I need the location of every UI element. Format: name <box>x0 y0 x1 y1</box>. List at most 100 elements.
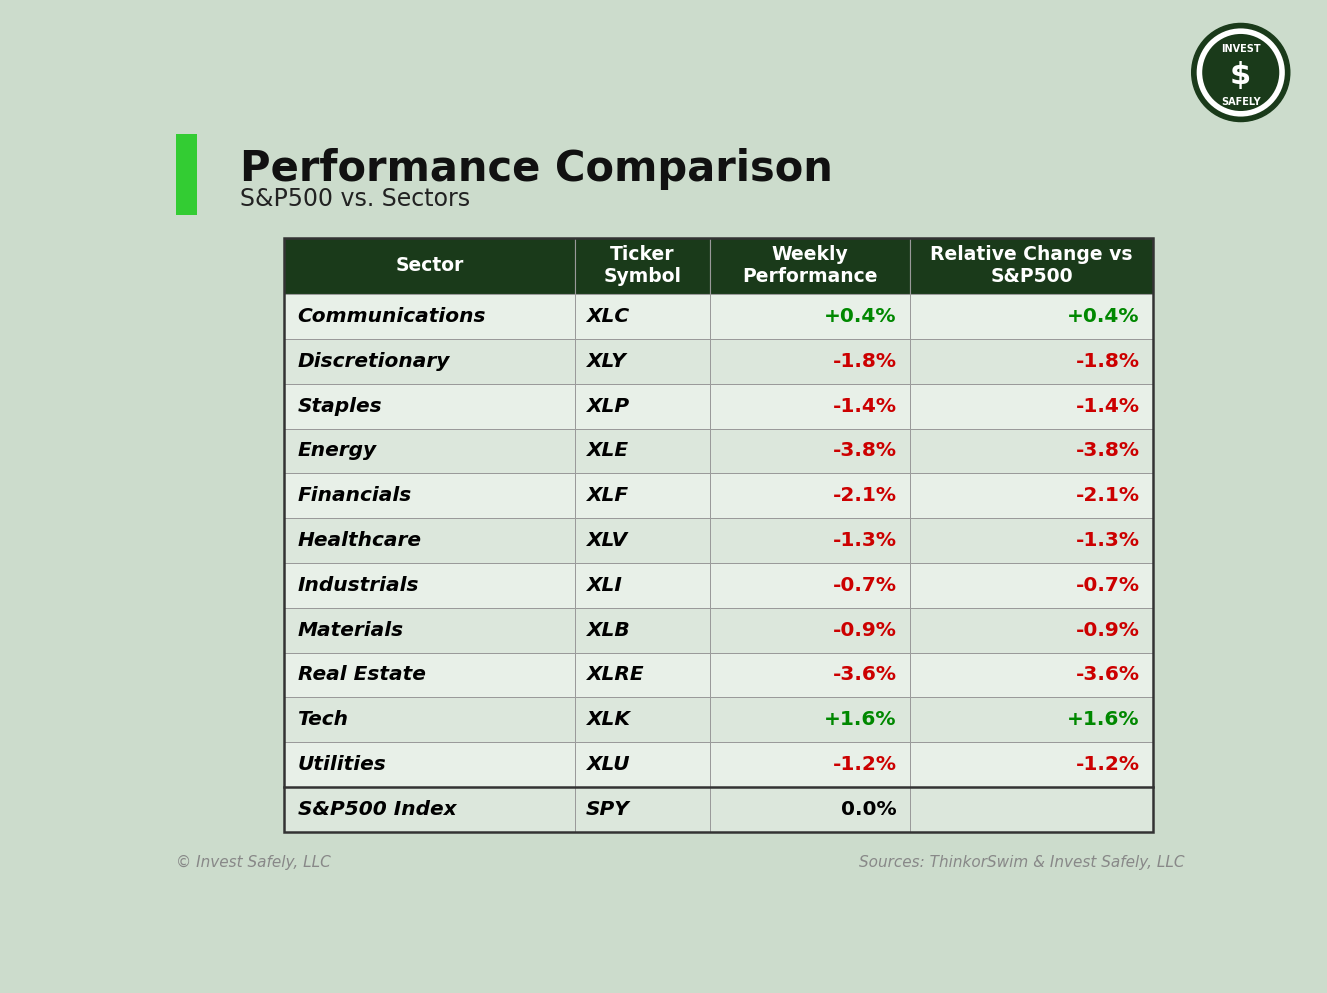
Text: SPY: SPY <box>585 800 629 819</box>
Bar <box>576 652 710 697</box>
Bar <box>910 518 1153 563</box>
Bar <box>710 339 910 383</box>
Bar <box>284 518 576 563</box>
Text: -1.3%: -1.3% <box>1076 531 1140 550</box>
Text: Industrials: Industrials <box>297 576 419 595</box>
Text: XLF: XLF <box>585 487 628 505</box>
Text: XLE: XLE <box>585 442 628 461</box>
Bar <box>284 339 576 383</box>
Bar <box>576 518 710 563</box>
Bar <box>284 608 576 652</box>
Text: -1.8%: -1.8% <box>1076 352 1140 370</box>
Text: 0.0%: 0.0% <box>841 800 897 819</box>
Text: XLC: XLC <box>585 307 629 326</box>
Text: XLRE: XLRE <box>585 665 644 684</box>
Text: Performance Comparison: Performance Comparison <box>240 148 833 190</box>
Text: -1.4%: -1.4% <box>1076 396 1140 416</box>
Bar <box>910 237 1153 294</box>
Text: XLU: XLU <box>585 755 629 775</box>
Text: XLP: XLP <box>585 396 629 416</box>
Text: S&P500 Index: S&P500 Index <box>297 800 456 819</box>
Text: Relative Change vs
S&P500: Relative Change vs S&P500 <box>930 245 1133 286</box>
Bar <box>910 742 1153 787</box>
Text: Discretionary: Discretionary <box>297 352 450 370</box>
Bar <box>910 474 1153 518</box>
Text: -1.4%: -1.4% <box>832 396 897 416</box>
Text: INVEST: INVEST <box>1221 45 1261 55</box>
Bar <box>576 237 710 294</box>
Bar <box>284 652 576 697</box>
Text: +0.4%: +0.4% <box>824 307 897 326</box>
Text: Materials: Materials <box>297 621 403 639</box>
Text: XLB: XLB <box>585 621 629 639</box>
Text: +1.6%: +1.6% <box>824 710 897 729</box>
Text: XLI: XLI <box>585 576 621 595</box>
Bar <box>284 563 576 608</box>
Bar <box>710 742 910 787</box>
Text: XLK: XLK <box>585 710 629 729</box>
Text: Sector: Sector <box>395 256 464 275</box>
Text: -0.7%: -0.7% <box>832 576 897 595</box>
Bar <box>576 608 710 652</box>
Bar <box>576 339 710 383</box>
Text: S&P500 vs. Sectors: S&P500 vs. Sectors <box>240 188 470 212</box>
Bar <box>576 787 710 832</box>
Bar <box>710 608 910 652</box>
Bar <box>910 563 1153 608</box>
Text: -2.1%: -2.1% <box>1076 487 1140 505</box>
Text: -1.3%: -1.3% <box>832 531 897 550</box>
Bar <box>284 383 576 429</box>
Bar <box>910 429 1153 474</box>
Bar <box>284 294 576 339</box>
Circle shape <box>1201 32 1281 113</box>
Text: SAFELY: SAFELY <box>1221 97 1261 107</box>
Bar <box>910 294 1153 339</box>
Text: $: $ <box>1230 61 1251 89</box>
Text: © Invest Safely, LLC: © Invest Safely, LLC <box>176 855 330 870</box>
Bar <box>710 383 910 429</box>
Text: Tech: Tech <box>297 710 349 729</box>
Bar <box>910 697 1153 742</box>
Bar <box>284 787 576 832</box>
Bar <box>710 787 910 832</box>
Text: -3.8%: -3.8% <box>1076 442 1140 461</box>
Text: Ticker
Symbol: Ticker Symbol <box>604 245 682 286</box>
Bar <box>284 697 576 742</box>
Bar <box>910 787 1153 832</box>
Bar <box>576 383 710 429</box>
Text: Weekly
Performance: Weekly Performance <box>742 245 877 286</box>
Text: -2.1%: -2.1% <box>832 487 897 505</box>
Text: -3.8%: -3.8% <box>832 442 897 461</box>
Bar <box>910 608 1153 652</box>
Text: Communications: Communications <box>297 307 486 326</box>
Bar <box>284 474 576 518</box>
Text: -1.2%: -1.2% <box>832 755 897 775</box>
Text: Utilities: Utilities <box>297 755 386 775</box>
Text: -1.8%: -1.8% <box>832 352 897 370</box>
Bar <box>910 652 1153 697</box>
Bar <box>710 237 910 294</box>
Text: XLY: XLY <box>585 352 625 370</box>
Bar <box>710 518 910 563</box>
Bar <box>576 563 710 608</box>
Text: +1.6%: +1.6% <box>1067 710 1140 729</box>
Text: Real Estate: Real Estate <box>297 665 426 684</box>
Text: -3.6%: -3.6% <box>832 665 897 684</box>
Text: Energy: Energy <box>297 442 377 461</box>
Text: -0.9%: -0.9% <box>1076 621 1140 639</box>
Bar <box>284 237 1153 832</box>
Bar <box>910 383 1153 429</box>
Text: Healthcare: Healthcare <box>297 531 422 550</box>
Text: Staples: Staples <box>297 396 382 416</box>
Text: XLV: XLV <box>585 531 626 550</box>
Text: -0.7%: -0.7% <box>1076 576 1140 595</box>
Text: -1.2%: -1.2% <box>1076 755 1140 775</box>
Text: -3.6%: -3.6% <box>1076 665 1140 684</box>
Bar <box>710 652 910 697</box>
Bar <box>710 294 910 339</box>
Text: Financials: Financials <box>297 487 411 505</box>
Bar <box>576 742 710 787</box>
Bar <box>576 429 710 474</box>
Bar <box>284 237 576 294</box>
Bar <box>710 697 910 742</box>
